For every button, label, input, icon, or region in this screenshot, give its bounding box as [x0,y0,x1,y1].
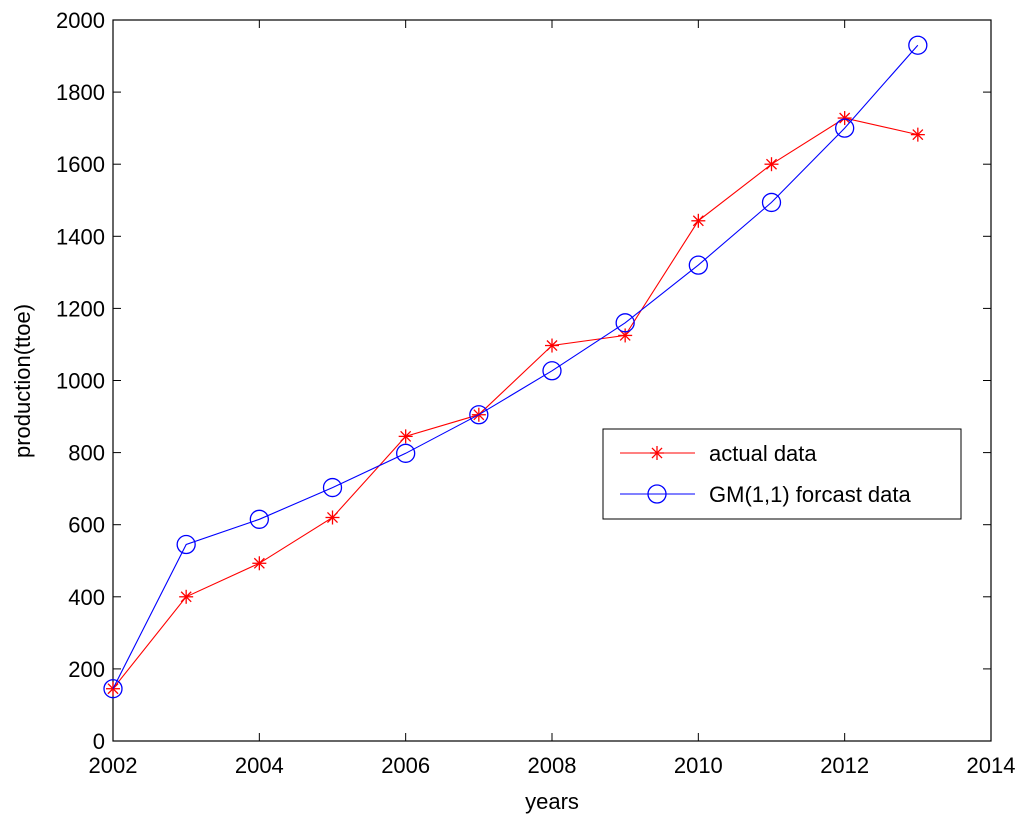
data-point [615,313,635,333]
data-point [398,429,413,444]
legend: actual data GM(1,1) forcast data [602,428,962,520]
data-point [469,405,489,425]
data-point [176,534,196,555]
ticks: 2002 2004 2006 2008 2010 2012 2014 0 200 400 600 80… [56,8,1015,778]
y-axis-label: production(ttoe) [10,304,35,458]
legend-marker-circle-icon [647,484,667,504]
series-line-0 [112,117,918,690]
plot-area [112,19,992,742]
data-point [325,510,340,525]
data-point [103,679,123,699]
x-tick-label: 2014 [967,753,1016,778]
y-tick-label: 1000 [56,369,105,394]
data-point [252,556,267,571]
data-point [688,255,708,275]
x-tick-label: 2002 [89,753,138,778]
legend-item-forecast: GM(1,1) forcast data [620,482,912,507]
x-tick-label: 2010 [674,753,723,778]
y-tick-label: 200 [68,657,105,682]
x-tick-label: 2006 [381,753,430,778]
data-point [249,509,269,529]
x-tick-label: 2012 [820,753,869,778]
y-tick-label: 600 [68,513,105,538]
data-point [322,477,343,498]
y-tick-label: 0 [93,729,105,754]
data-point [542,361,562,381]
series-line-1 [112,44,919,689]
legend-circle-icon [647,484,667,504]
data-point [691,213,706,228]
y-tick-label: 1800 [56,80,105,105]
data-point [106,681,120,696]
x-axis-label: years [525,789,579,814]
y-tick-label: 400 [68,585,105,610]
y-tick-label: 2000 [56,8,105,33]
y-tick-label: 800 [68,441,105,466]
data-point [545,338,559,353]
data-point [837,111,852,126]
data-point [761,192,782,213]
y-tick-label: 1400 [56,224,105,249]
data-point [764,157,779,172]
data-point [618,328,633,343]
y-tick-label: 1200 [56,296,105,321]
legend-box [602,428,962,520]
series-0 [106,111,925,696]
data-point [835,118,855,138]
x-tick-label: 2004 [235,753,284,778]
data-point [179,589,194,604]
legend-label-actual: actual data [709,441,817,466]
data-point [908,35,928,55]
x-tick-label: 2008 [528,753,577,778]
legend-marker-asterisk-icon [650,446,664,460]
data-point [396,443,416,463]
data-point [910,127,925,142]
legend-item-actual: actual data [620,441,817,466]
legend-label-forecast: GM(1,1) forcast data [709,482,912,507]
series [103,35,928,699]
y-tick-label: 1600 [56,152,105,177]
legend-asterisk-icon [650,446,664,460]
series-1 [103,35,928,699]
